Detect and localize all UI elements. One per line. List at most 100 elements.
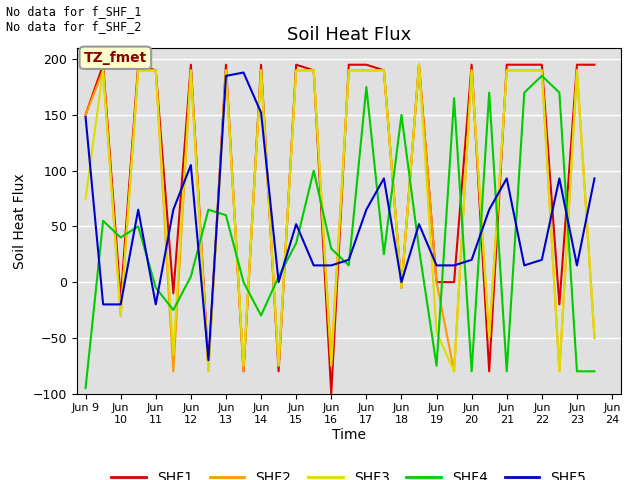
SHF5 (205, 357, 212, 363)
SHF5 (503, 176, 511, 181)
X-axis label: Time: Time (332, 428, 366, 442)
SHF3 (222, 67, 230, 73)
SHF1 (397, 285, 405, 290)
SHF4 (573, 369, 580, 374)
SHF2 (187, 67, 195, 73)
SHF2 (222, 67, 230, 73)
Line: SHF1: SHF1 (86, 65, 595, 394)
SHF3 (433, 329, 440, 335)
Text: No data for f_SHF_1
No data for f_SHF_2: No data for f_SHF_1 No data for f_SHF_2 (6, 5, 142, 33)
SHF4 (170, 307, 177, 313)
SHF2 (117, 312, 125, 318)
SHF5 (362, 207, 370, 213)
SHF3 (380, 67, 388, 73)
Line: SHF2: SHF2 (86, 65, 595, 372)
SHF1 (275, 369, 282, 374)
SHF5 (239, 70, 247, 75)
SHF3 (99, 67, 107, 73)
SHF5 (99, 301, 107, 307)
SHF5 (591, 176, 598, 181)
SHF2 (397, 285, 405, 290)
SHF1 (292, 62, 300, 68)
SHF4 (222, 212, 230, 218)
SHF4 (310, 168, 317, 173)
SHF2 (292, 67, 300, 73)
SHF2 (573, 67, 580, 73)
SHF5 (538, 257, 546, 263)
SHF2 (503, 67, 511, 73)
SHF4 (292, 240, 300, 246)
SHF5 (451, 263, 458, 268)
SHF1 (328, 391, 335, 396)
SHF5 (433, 263, 440, 268)
SHF2 (310, 67, 317, 73)
SHF1 (239, 369, 247, 374)
SHF2 (520, 67, 528, 73)
SHF1 (468, 62, 476, 68)
SHF4 (397, 112, 405, 118)
SHF3 (239, 363, 247, 369)
SHF2 (415, 62, 423, 68)
SHF1 (152, 67, 159, 73)
SHF4 (187, 274, 195, 279)
SHF1 (117, 296, 125, 302)
SHF4 (152, 285, 159, 290)
SHF4 (82, 385, 90, 391)
SHF3 (520, 67, 528, 73)
SHF1 (310, 67, 317, 73)
SHF3 (503, 67, 511, 73)
SHF2 (468, 67, 476, 73)
SHF2 (591, 335, 598, 341)
SHF4 (257, 312, 265, 318)
SHF2 (345, 67, 353, 73)
SHF1 (433, 279, 440, 285)
SHF5 (556, 176, 563, 181)
SHF4 (239, 279, 247, 285)
SHF5 (82, 114, 90, 120)
SHF1 (556, 301, 563, 307)
SHF3 (485, 335, 493, 341)
SHF4 (503, 369, 511, 374)
SHF2 (275, 363, 282, 369)
SHF4 (591, 369, 598, 374)
SHF2 (328, 357, 335, 363)
SHF1 (520, 62, 528, 68)
SHF4 (468, 369, 476, 374)
SHF2 (485, 335, 493, 341)
SHF1 (503, 62, 511, 68)
SHF2 (556, 369, 563, 374)
Line: SHF5: SHF5 (86, 72, 595, 360)
SHF1 (538, 62, 546, 68)
SHF3 (205, 369, 212, 374)
SHF1 (82, 112, 90, 118)
Line: SHF4: SHF4 (86, 76, 595, 388)
SHF3 (328, 363, 335, 369)
SHF5 (397, 279, 405, 285)
SHF1 (591, 62, 598, 68)
SHF1 (134, 62, 142, 68)
SHF5 (345, 257, 353, 263)
SHF4 (362, 84, 370, 90)
SHF4 (99, 218, 107, 224)
SHF2 (362, 67, 370, 73)
SHF2 (239, 369, 247, 374)
SHF5 (520, 263, 528, 268)
SHF5 (310, 263, 317, 268)
SHF5 (134, 207, 142, 213)
Title: Soil Heat Flux: Soil Heat Flux (287, 25, 411, 44)
SHF1 (222, 62, 230, 68)
SHF3 (345, 67, 353, 73)
SHF5 (468, 257, 476, 263)
SHF3 (415, 62, 423, 68)
SHF3 (170, 352, 177, 358)
SHF1 (451, 279, 458, 285)
SHF1 (573, 62, 580, 68)
SHF1 (380, 67, 388, 73)
SHF2 (451, 369, 458, 374)
SHF4 (345, 263, 353, 268)
SHF4 (275, 274, 282, 279)
SHF3 (292, 67, 300, 73)
Text: TZ_fmet: TZ_fmet (84, 51, 147, 65)
SHF2 (380, 67, 388, 73)
SHF3 (451, 369, 458, 374)
